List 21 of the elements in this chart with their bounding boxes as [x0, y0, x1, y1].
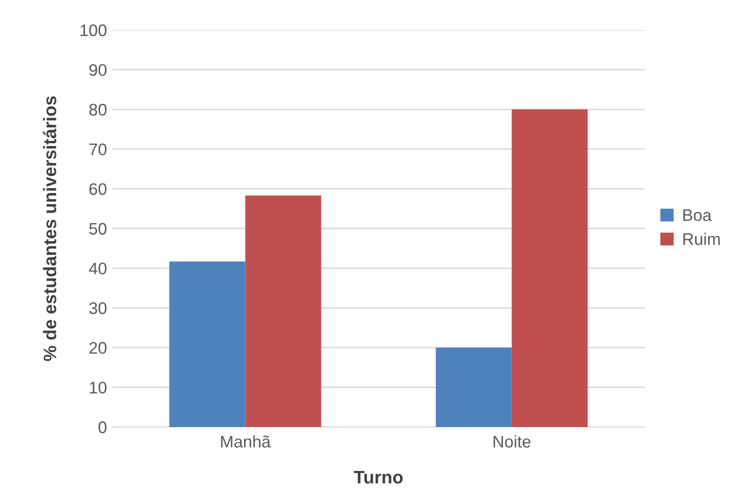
bar — [245, 196, 322, 427]
y-tick-label: 90 — [89, 64, 106, 76]
y-tick-label: 40 — [88, 262, 106, 274]
y-tick-label: 50 — [89, 222, 106, 235]
bar — [512, 109, 588, 427]
x-tick-label: Noite — [494, 435, 530, 448]
y-axis-title: % de estudantes universitários — [42, 96, 56, 361]
legend-label: Boa — [683, 209, 712, 222]
y-tick-label: 100 — [80, 24, 106, 36]
x-axis-title: Turno — [354, 470, 403, 484]
legend-label: Ruim — [683, 232, 720, 245]
y-tick-label: 20 — [89, 342, 106, 354]
bar — [169, 261, 246, 427]
bar — [436, 348, 512, 427]
y-tick-label: 0 — [98, 421, 106, 434]
y-tick-label: 10 — [90, 382, 106, 394]
y-tick-label: 70 — [89, 144, 106, 156]
y-tick-label: 60 — [89, 183, 106, 196]
y-tick-label: 80 — [89, 104, 106, 116]
x-tick-label: Manhã — [221, 435, 271, 448]
y-tick-label: 30 — [89, 302, 106, 314]
